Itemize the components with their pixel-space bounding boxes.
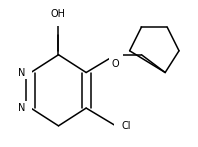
Text: N: N <box>18 103 25 113</box>
Text: OH: OH <box>51 9 66 19</box>
FancyBboxPatch shape <box>114 119 130 133</box>
Text: O: O <box>112 59 120 69</box>
FancyBboxPatch shape <box>18 101 32 115</box>
Text: Cl: Cl <box>122 121 131 131</box>
FancyBboxPatch shape <box>18 66 32 79</box>
FancyBboxPatch shape <box>109 52 123 66</box>
FancyBboxPatch shape <box>49 12 68 26</box>
Text: N: N <box>18 67 25 77</box>
